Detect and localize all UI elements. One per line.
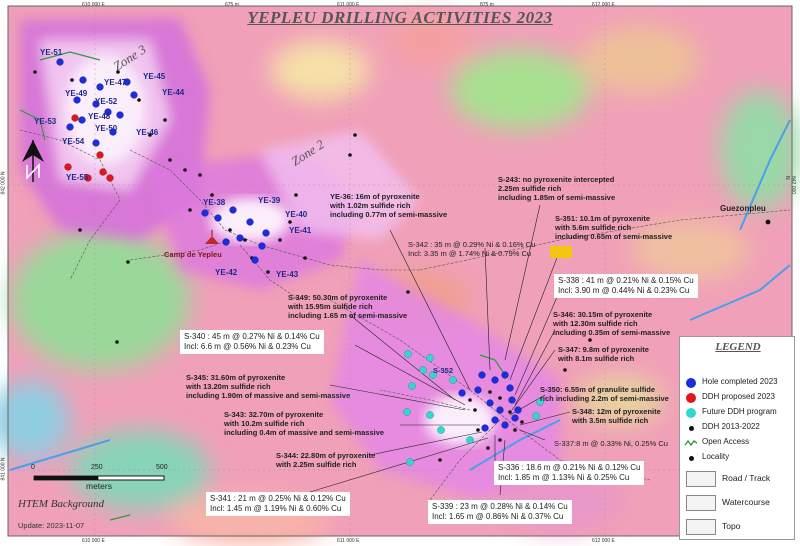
annotation-s339: S-339 : 23 m @ 0.28% Ni & 0.14% Cu Incl: … — [428, 500, 572, 524]
ye-50-label: YE-50 — [95, 124, 118, 133]
legend-item-future-ddh: Future DDH program — [686, 407, 796, 419]
annotation-s344: S-344: 22.80m of pyroxenite with 2.25m su… — [276, 451, 376, 469]
annotation-s349: S-349: 50.30m of pyroxenite with 15.95m s… — [288, 293, 408, 320]
grid-label-left-1: 842 000 N — [0, 171, 7, 195]
annotation-s345: S-345: 31.60m of pyroxenite with 13.20m s… — [186, 373, 351, 400]
watercourse-swatch-icon — [686, 495, 716, 511]
legend-item-road: Road / Track — [686, 471, 796, 487]
annotation-s348: S-348: 12m of pyroxenite with 3.5m sulfid… — [572, 407, 661, 425]
ye-49-label: YE-49 — [65, 89, 88, 98]
legend-item-hole-completed: Hole completed 2023 — [686, 377, 796, 389]
ye-47-label: YE-47 — [104, 78, 127, 87]
ye-54-label: YE-54 — [62, 137, 85, 146]
ye-41-label: YE-41 — [289, 226, 312, 235]
hole-s352-label: S-352 — [433, 366, 454, 375]
leader-lines — [299, 204, 571, 496]
ye-55-label: YE-55 — [66, 173, 89, 182]
blue-dot-icon — [686, 378, 696, 388]
cyan-dot-icon — [686, 408, 696, 418]
grid-label-bottom-2: 611 000 E — [337, 538, 360, 544]
green-trail-icon — [684, 439, 698, 447]
ye-44-label: YE-44 — [162, 88, 185, 97]
locality-label: Guezonpleu — [720, 204, 766, 213]
legend-item-open-access: Open Access — [684, 437, 796, 449]
annotation-s338: S-338 : 41 m @ 0.21% Ni & 0.15% Cu Incl: … — [554, 274, 698, 298]
annotation-s342: S-342 : 35 m @ 0.29% Ni & 0.16% Cu Incl: … — [408, 240, 536, 259]
annotation-s340: S-340 : 45 m @ 0.27% Ni & 0.14% Cu Incl: … — [180, 330, 324, 354]
ye-48-label: YE-48 — [88, 112, 111, 121]
red-dot-icon — [686, 393, 696, 403]
grid-label-top-1: 610 000 E — [82, 2, 105, 8]
grid-label-top-2: 675 m — [225, 2, 239, 8]
ye-53-label: YE-53 — [34, 117, 57, 126]
legend-title: LEGEND — [715, 341, 761, 353]
future-ddh — [403, 350, 544, 466]
ye-42-label: YE-42 — [215, 268, 238, 277]
annotation-s350: S-350: 6.55m of granulite sulfide rich in… — [540, 385, 669, 403]
grid-lines — [8, 8, 792, 535]
legend-panel: LEGEND Hole completed 2023 DDH proposed … — [679, 336, 795, 540]
annotation-s346: S-346: 30.15m of pyroxenite with 12.30m s… — [553, 310, 671, 337]
camp-marker — [205, 230, 219, 244]
ye-46-label: YE-46 — [136, 128, 159, 137]
scale-tick-0: 0 — [31, 464, 35, 471]
ye-39-label: YE-39 — [258, 196, 281, 205]
grid-label-top-4: 875 m — [480, 2, 494, 8]
grid-label-top-3: 611 000 E — [337, 2, 360, 8]
legend-item-ddh-proposed: DDH proposed 2023 — [686, 392, 796, 404]
north-arrow-icon — [22, 140, 44, 182]
annotation-s341: S-341 : 21 m @ 0.25% Ni & 0.12% Cu Incl: … — [206, 492, 350, 516]
annotation-s243: S-243: no pyroxenite intercepted 2.25m su… — [498, 175, 616, 202]
scale-tick-500: 500 — [156, 464, 168, 471]
highlight-marker — [550, 246, 572, 258]
annotation-s347: S-347: 9.8m of pyroxenite with 8.1m sulfi… — [558, 345, 649, 363]
ddh-proposed-2023 — [64, 114, 114, 182]
map-title: YEPLEU DRILLING ACTIVITIES 2023 — [247, 8, 553, 27]
annotation-s343: S-343: 32.70m of pyroxenite with 10.2m su… — [224, 410, 385, 437]
ddh-2013-2022 — [33, 70, 592, 462]
htem-background — [0, 6, 800, 545]
ye-40-label: YE-40 — [285, 210, 308, 219]
grid-label-bottom-3: 612 000 E — [592, 538, 615, 544]
legend-item-watercourse: Watercourse — [686, 495, 796, 511]
background-label: HTEM Background — [18, 498, 105, 510]
topo-swatch-icon — [686, 519, 716, 535]
scale-bar — [33, 475, 165, 481]
legend-item-topo: Topo — [686, 519, 796, 535]
grid-label-left-2: 841 000 N — [0, 457, 7, 481]
scale-unit: meters — [86, 481, 112, 491]
ye-51-label: YE-51 — [40, 48, 63, 57]
scale-tick-250: 250 — [91, 464, 103, 471]
annotation-s351: S-351: 10.1m of pyroxenite with 5.6m sulf… — [555, 214, 673, 241]
grid-label-right-1: 842 000 N — [784, 176, 796, 195]
annotation-ye36: YE-36: 16m of pyroxenite with 1.02m sulfi… — [330, 192, 448, 219]
open-access-trails — [19, 51, 506, 521]
legend-item-ddh-2013-2022: DDH 2013-2022 — [686, 422, 796, 434]
guezonpleu-marker — [765, 219, 771, 225]
ye-45-label: YE-45 — [143, 72, 166, 81]
ye-38-label: YE-38 — [203, 198, 226, 207]
road-swatch-icon — [686, 471, 716, 487]
ye-52-label: YE-52 — [95, 97, 118, 106]
locality-dot-icon — [689, 456, 694, 461]
watercourses — [9, 119, 791, 471]
annotation-s336: S-336 : 18.6 m @ 0.21% Ni & 0.12% Cu Incl… — [494, 461, 645, 485]
ye-43-label: YE-43 — [276, 270, 299, 279]
camp-label: Camp de Yepleu — [164, 250, 222, 259]
holes-completed-2023 — [56, 58, 522, 432]
legend-item-locality: Locality — [686, 452, 796, 464]
black-dot-icon — [689, 426, 694, 431]
update-date: Update: 2023-11-07 — [18, 521, 85, 530]
grid-label-top-5: 612 000 E — [592, 2, 615, 8]
annotation-s337: S-337:8 m @ 0.33% Ni, 0.25% Cu — [554, 439, 668, 448]
grid-label-bottom-1: 610 000 E — [82, 538, 105, 544]
